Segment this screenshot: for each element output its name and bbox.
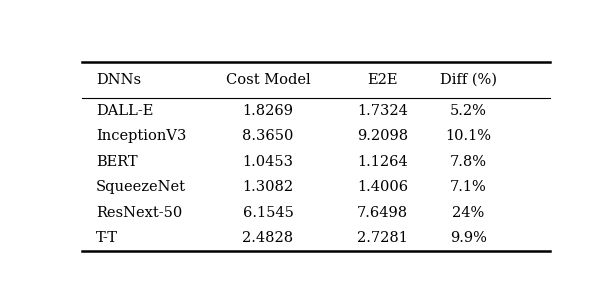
- Text: 7.8%: 7.8%: [450, 155, 487, 169]
- Text: 5.2%: 5.2%: [450, 104, 487, 118]
- Text: BERT: BERT: [96, 155, 138, 169]
- Text: 1.4006: 1.4006: [357, 180, 408, 194]
- Text: 6.1545: 6.1545: [243, 206, 293, 220]
- Text: InceptionV3: InceptionV3: [96, 129, 187, 143]
- Text: 1.0453: 1.0453: [243, 155, 293, 169]
- Text: 1.1264: 1.1264: [357, 155, 408, 169]
- Text: 10.1%: 10.1%: [445, 129, 492, 143]
- Text: 1.7324: 1.7324: [357, 104, 408, 118]
- Text: 8.3650: 8.3650: [242, 129, 294, 143]
- Text: 1.3082: 1.3082: [243, 180, 293, 194]
- Text: DALL-E: DALL-E: [96, 104, 153, 118]
- Text: 2.7281: 2.7281: [357, 231, 408, 245]
- Text: E2E: E2E: [367, 73, 398, 87]
- Text: 24%: 24%: [452, 206, 485, 220]
- Text: Cost Model: Cost Model: [225, 73, 310, 87]
- Text: 1.8269: 1.8269: [243, 104, 293, 118]
- Text: 9.9%: 9.9%: [450, 231, 487, 245]
- Text: DNNs: DNNs: [96, 73, 141, 87]
- Text: ResNext-50: ResNext-50: [96, 206, 182, 220]
- Text: T-T: T-T: [96, 231, 118, 245]
- Text: 2.4828: 2.4828: [243, 231, 293, 245]
- Text: 7.1%: 7.1%: [450, 180, 487, 194]
- Text: SqueezeNet: SqueezeNet: [96, 180, 186, 194]
- Text: 9.2098: 9.2098: [357, 129, 408, 143]
- Text: Diff (%): Diff (%): [440, 73, 497, 87]
- Text: 7.6498: 7.6498: [357, 206, 408, 220]
